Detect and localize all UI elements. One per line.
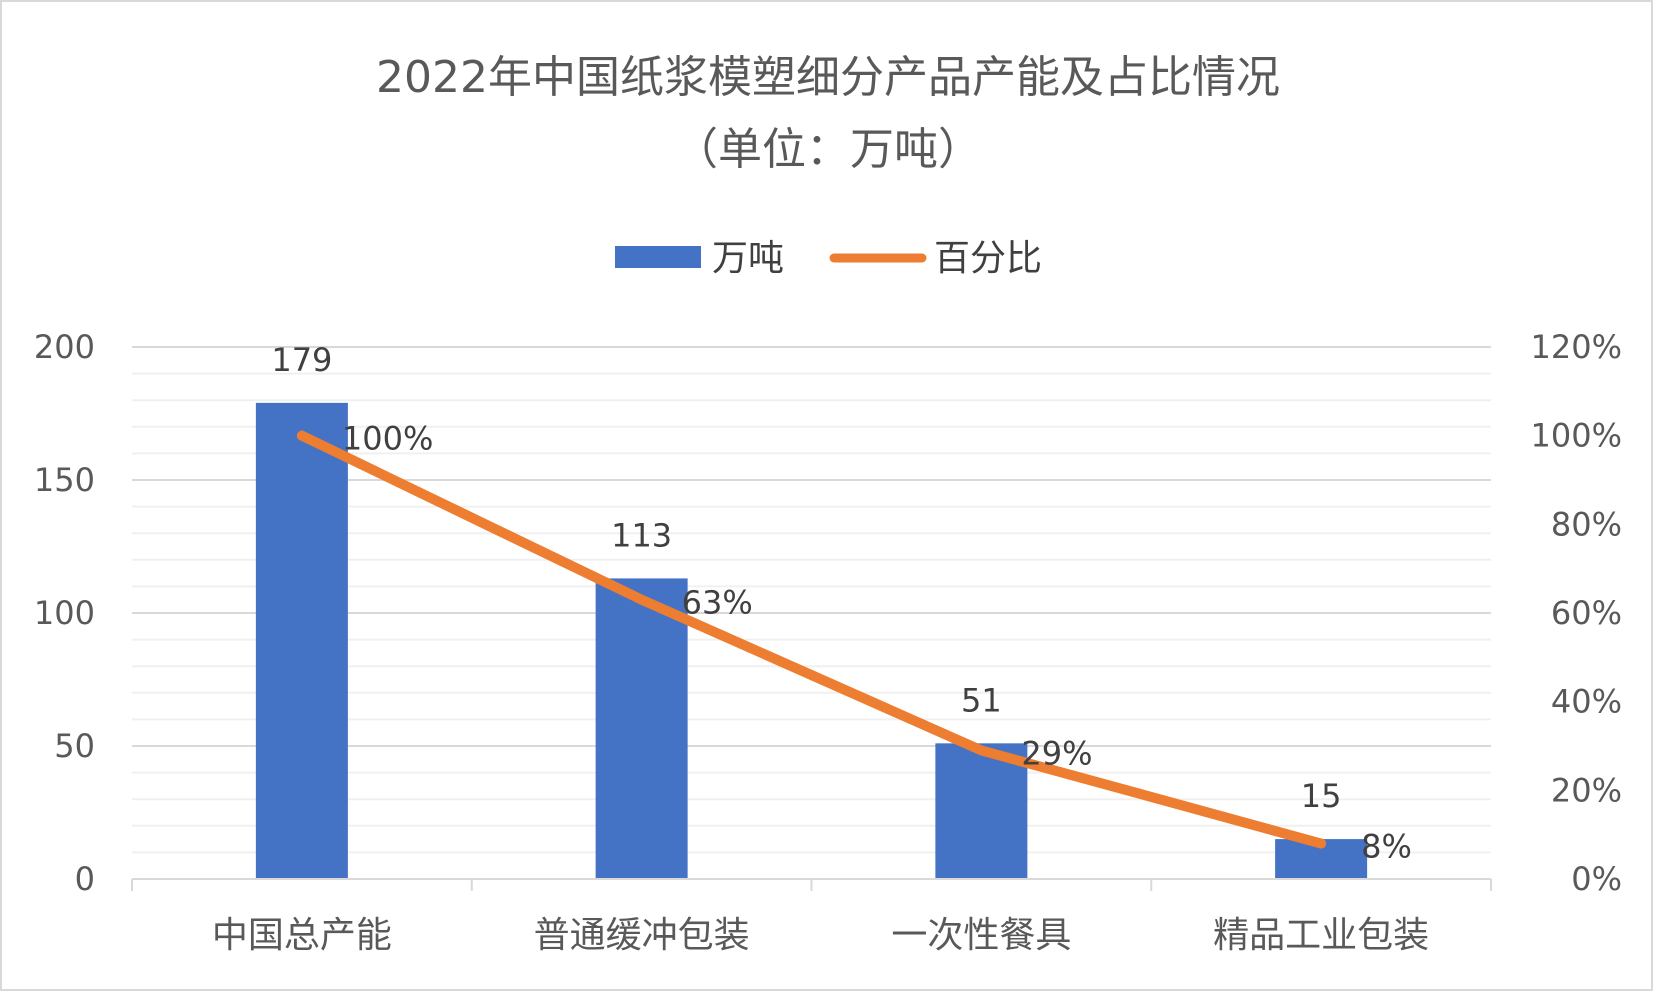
x-category-label: 精品工业包装 xyxy=(1213,915,1429,956)
y2-tick-label: 40% xyxy=(1551,683,1622,721)
legend-label-bar: 万吨 xyxy=(712,238,784,279)
y-tick-label: 0 xyxy=(75,860,95,898)
percentage-line xyxy=(296,430,1327,849)
bar-value-label: 113 xyxy=(611,516,672,554)
data-labels: 179 113 51 15 100% 63% 29% 8% xyxy=(271,341,1412,866)
bar xyxy=(595,578,688,879)
line-point xyxy=(296,430,307,441)
y-tick-label: 100 xyxy=(34,594,95,632)
y2-tick-label: 20% xyxy=(1551,771,1622,809)
legend-label-line: 百分比 xyxy=(934,238,1042,279)
line-point xyxy=(636,594,647,605)
bar-series xyxy=(255,402,1368,879)
y-tick-label: 200 xyxy=(34,328,95,366)
y2-tick-label: 60% xyxy=(1551,594,1622,632)
bar-value-label: 15 xyxy=(1301,777,1342,815)
line-point xyxy=(1316,838,1327,849)
bar-value-label: 51 xyxy=(961,681,1002,719)
x-category-label: 一次性餐具 xyxy=(891,915,1071,956)
y2-tick-label: 80% xyxy=(1551,505,1622,543)
bar xyxy=(935,743,1028,879)
bar-value-label: 179 xyxy=(271,341,332,379)
line-value-label: 100% xyxy=(342,420,433,458)
y2-tick-label: 100% xyxy=(1531,417,1622,455)
y-tick-label: 50 xyxy=(54,727,95,765)
x-category-label: 普通缓冲包装 xyxy=(534,915,750,956)
y-tick-label: 150 xyxy=(34,461,95,499)
line-series xyxy=(296,430,1327,849)
gridlines xyxy=(132,346,1491,854)
axes: 0 50 100 150 200 0% 20% 40% 60% 80% 100% 120% 中国总产能 普… xyxy=(34,328,1622,956)
line-point xyxy=(976,745,987,756)
legend-swatch-bar xyxy=(615,246,701,268)
line-value-label: 8% xyxy=(1361,828,1412,866)
x-category-label: 中国总产能 xyxy=(212,915,392,956)
y2-tick-label: 120% xyxy=(1531,328,1622,366)
line-value-label: 63% xyxy=(682,584,753,622)
y2-tick-label: 0% xyxy=(1571,860,1622,898)
chart-subtitle: （单位：万吨） xyxy=(674,124,982,175)
bar xyxy=(255,402,348,879)
chart-title: 2022年中国纸浆模塑细分产品产能及占比情况 xyxy=(376,52,1280,103)
line-value-label: 29% xyxy=(1021,734,1092,772)
legend: 万吨 百分比 xyxy=(615,238,1042,279)
